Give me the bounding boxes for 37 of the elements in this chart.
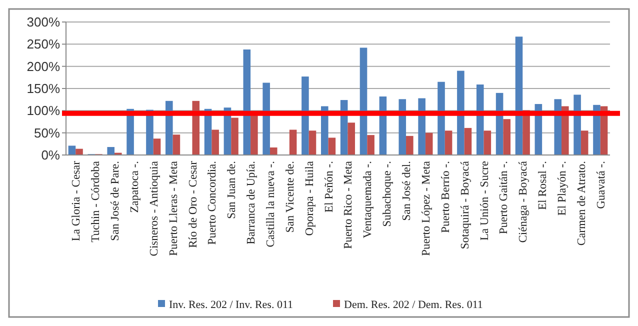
x-tick-label: Guavatá -. [595,160,608,209]
legend-label: Dem. Res. 202 / Dem. Res. 011 [344,298,483,311]
x-tick-label: Zapatoca -. [128,160,141,213]
x-tick-label: Río de Oro - Cesar [187,160,200,248]
x-tick-label: El Playón -. [556,160,569,216]
x-tick-label: Oporapa - Huila [304,161,316,236]
y-tick-label: 0% [41,148,60,163]
x-tick-label: Puerto Rico - Meta [342,161,355,249]
x-tick-label: Barranca de Upía. [246,160,258,244]
y-tick-label: 100% [26,103,60,118]
x-tick-label: Ventaquemada -. [362,160,374,238]
x-tick-label: San José del. [401,160,414,221]
x-tick-label: San José de Pare. [110,160,122,241]
y-tick-label: 250% [26,36,60,52]
y-tick-label: 200% [26,58,60,74]
x-tick-label: Sotaquirá - Boyacá [459,161,472,250]
x-tick-label: El Rosal -. [537,160,550,210]
y-tick-label: 150% [26,81,60,96]
x-tick-label: Puerto Berrío -. [440,160,452,233]
x-tick-label: Carmen de Atrato. [576,160,588,246]
x-tick-label: Subachoque -. [382,160,394,227]
x-tick-label: Cisneros - Antioquia [148,161,160,256]
y-tick-label: 50% [34,125,60,140]
x-tick-label: La Gloria - Cesar [70,160,83,242]
x-tick-label: Castilla la nueva -. [265,160,277,248]
x-tick-label: Puerto López - Meta [420,161,432,256]
x-tick-label: San Juan de. [226,160,238,219]
legend-label: Inv. Res. 202 / Inv. Res. 011 [169,298,294,311]
x-tick-label: Puerto Concordia. [206,160,219,245]
x-tick-label: Puerto Lleras - Meta [168,161,180,256]
y-tick-label: 300% [26,14,60,30]
x-tick-label: San Vicente de. [284,160,296,233]
x-tick-label: Ciénaga - Boyacá [518,161,530,243]
x-tick-label: Puerto Gaitán -. [498,160,510,234]
x-tick-label: La Unión - Sucre [478,161,491,241]
x-tick-label: Tuchin - Córdoba [90,161,102,242]
x-tick-label: El Peñón -. [323,160,336,212]
